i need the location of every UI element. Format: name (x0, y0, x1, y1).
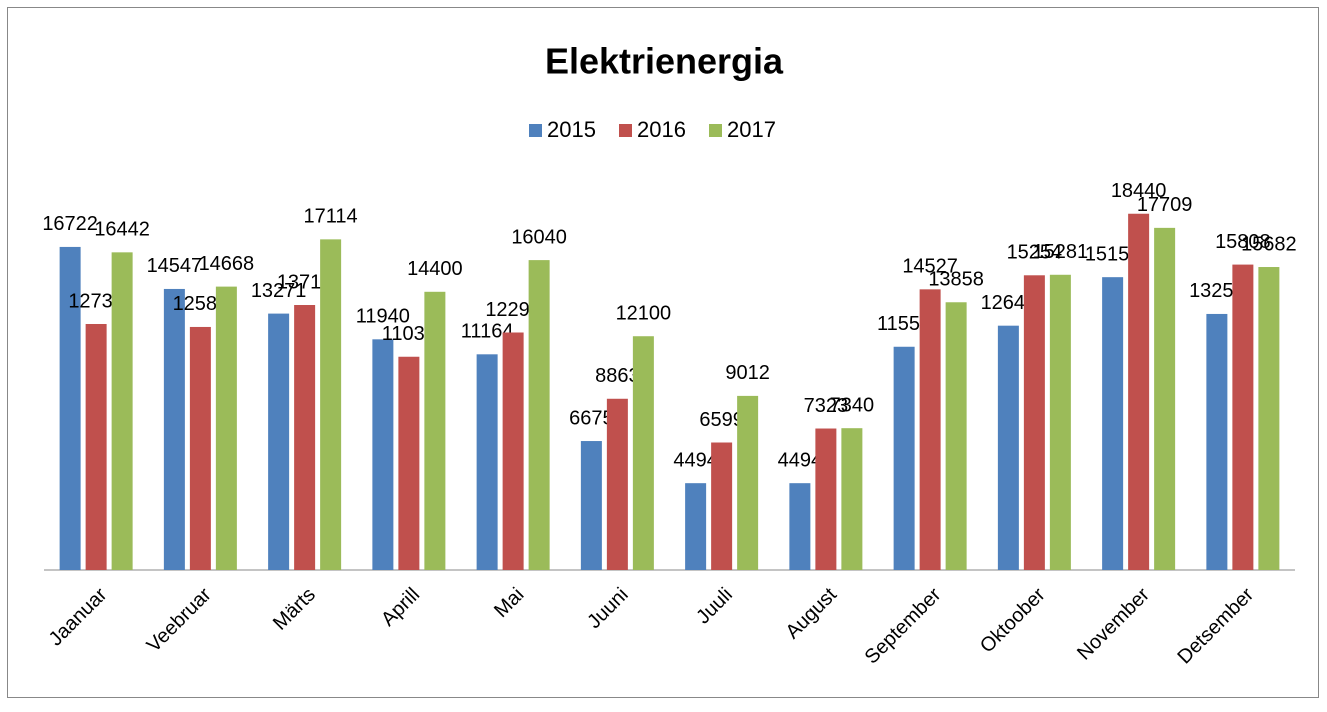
legend-label: 2017 (727, 117, 776, 142)
bar (1154, 227, 1176, 570)
data-label: 16040 (511, 226, 567, 248)
legend-swatch (709, 124, 722, 137)
bar (632, 336, 654, 570)
data-label: 15157 (1085, 243, 1141, 265)
bar (268, 313, 290, 570)
bar (997, 325, 1019, 570)
data-label: 13253 (1189, 280, 1245, 302)
bar (189, 326, 211, 570)
data-label: 7340 (830, 394, 875, 416)
data-label: 12646 (981, 292, 1037, 314)
data-label: 11940 (356, 306, 410, 328)
bar (163, 288, 185, 570)
bar (893, 346, 915, 570)
data-label: 12580 (173, 293, 229, 315)
data-label: 14547 (147, 255, 203, 277)
bar (1232, 264, 1254, 570)
data-label: 8863 (595, 365, 640, 387)
bar (398, 356, 420, 570)
bar (59, 246, 81, 570)
data-label: 11038 (382, 323, 436, 345)
bar (528, 260, 550, 570)
bar (945, 302, 967, 570)
bar (1023, 275, 1045, 570)
data-label: 13716 (277, 271, 333, 293)
data-label: 11164 (461, 321, 514, 343)
data-label: 11555 (877, 313, 931, 335)
bar (1128, 213, 1150, 570)
bar (320, 239, 342, 570)
bar (580, 441, 602, 570)
data-label: 18440 (1111, 180, 1167, 202)
data-label: 12733 (68, 290, 124, 312)
data-label: 14400 (407, 258, 463, 280)
bar (1049, 274, 1071, 570)
data-label: 4494 (778, 449, 823, 471)
data-label: 12100 (616, 303, 672, 325)
bar (789, 483, 811, 570)
bar (502, 332, 524, 570)
data-label: 15808 (1215, 231, 1271, 253)
bar (476, 354, 498, 570)
legend-swatch (619, 124, 632, 137)
data-label: 14527 (902, 256, 958, 278)
legend-swatch (529, 124, 542, 137)
data-label: 9012 (725, 362, 770, 384)
data-label: 16442 (94, 219, 150, 241)
data-label: 6675 (569, 407, 614, 429)
data-label: 15254 (1007, 242, 1063, 264)
data-label: 13271 (251, 280, 307, 302)
bar (1258, 267, 1280, 570)
data-label: 17709 (1137, 194, 1193, 216)
bar (815, 428, 837, 570)
bar (711, 442, 733, 570)
bar (215, 286, 237, 570)
data-label: 15682 (1241, 233, 1297, 255)
data-label: 13858 (928, 269, 984, 291)
data-label: 4494 (673, 449, 718, 471)
bar (606, 398, 628, 570)
bar (1102, 277, 1124, 570)
bar (372, 339, 394, 570)
data-label: 17114 (304, 206, 358, 228)
bar (1206, 313, 1228, 570)
data-label: 15281 (1033, 241, 1089, 263)
data-label: 7323 (804, 395, 849, 417)
bar (111, 252, 133, 570)
bar (685, 483, 707, 570)
bar (737, 395, 759, 570)
data-label: 16722 (42, 213, 98, 235)
legend-label: 2015 (547, 117, 596, 142)
bar (919, 289, 941, 570)
bar (85, 323, 107, 570)
data-label: 12293 (485, 299, 541, 321)
data-label: 14668 (199, 253, 255, 275)
chart-title: Elektrienergia (545, 41, 784, 82)
bar (294, 305, 316, 570)
bar (424, 291, 446, 570)
data-label: 6599 (699, 409, 744, 431)
bar (841, 428, 863, 570)
legend-label: 2016 (637, 117, 686, 142)
